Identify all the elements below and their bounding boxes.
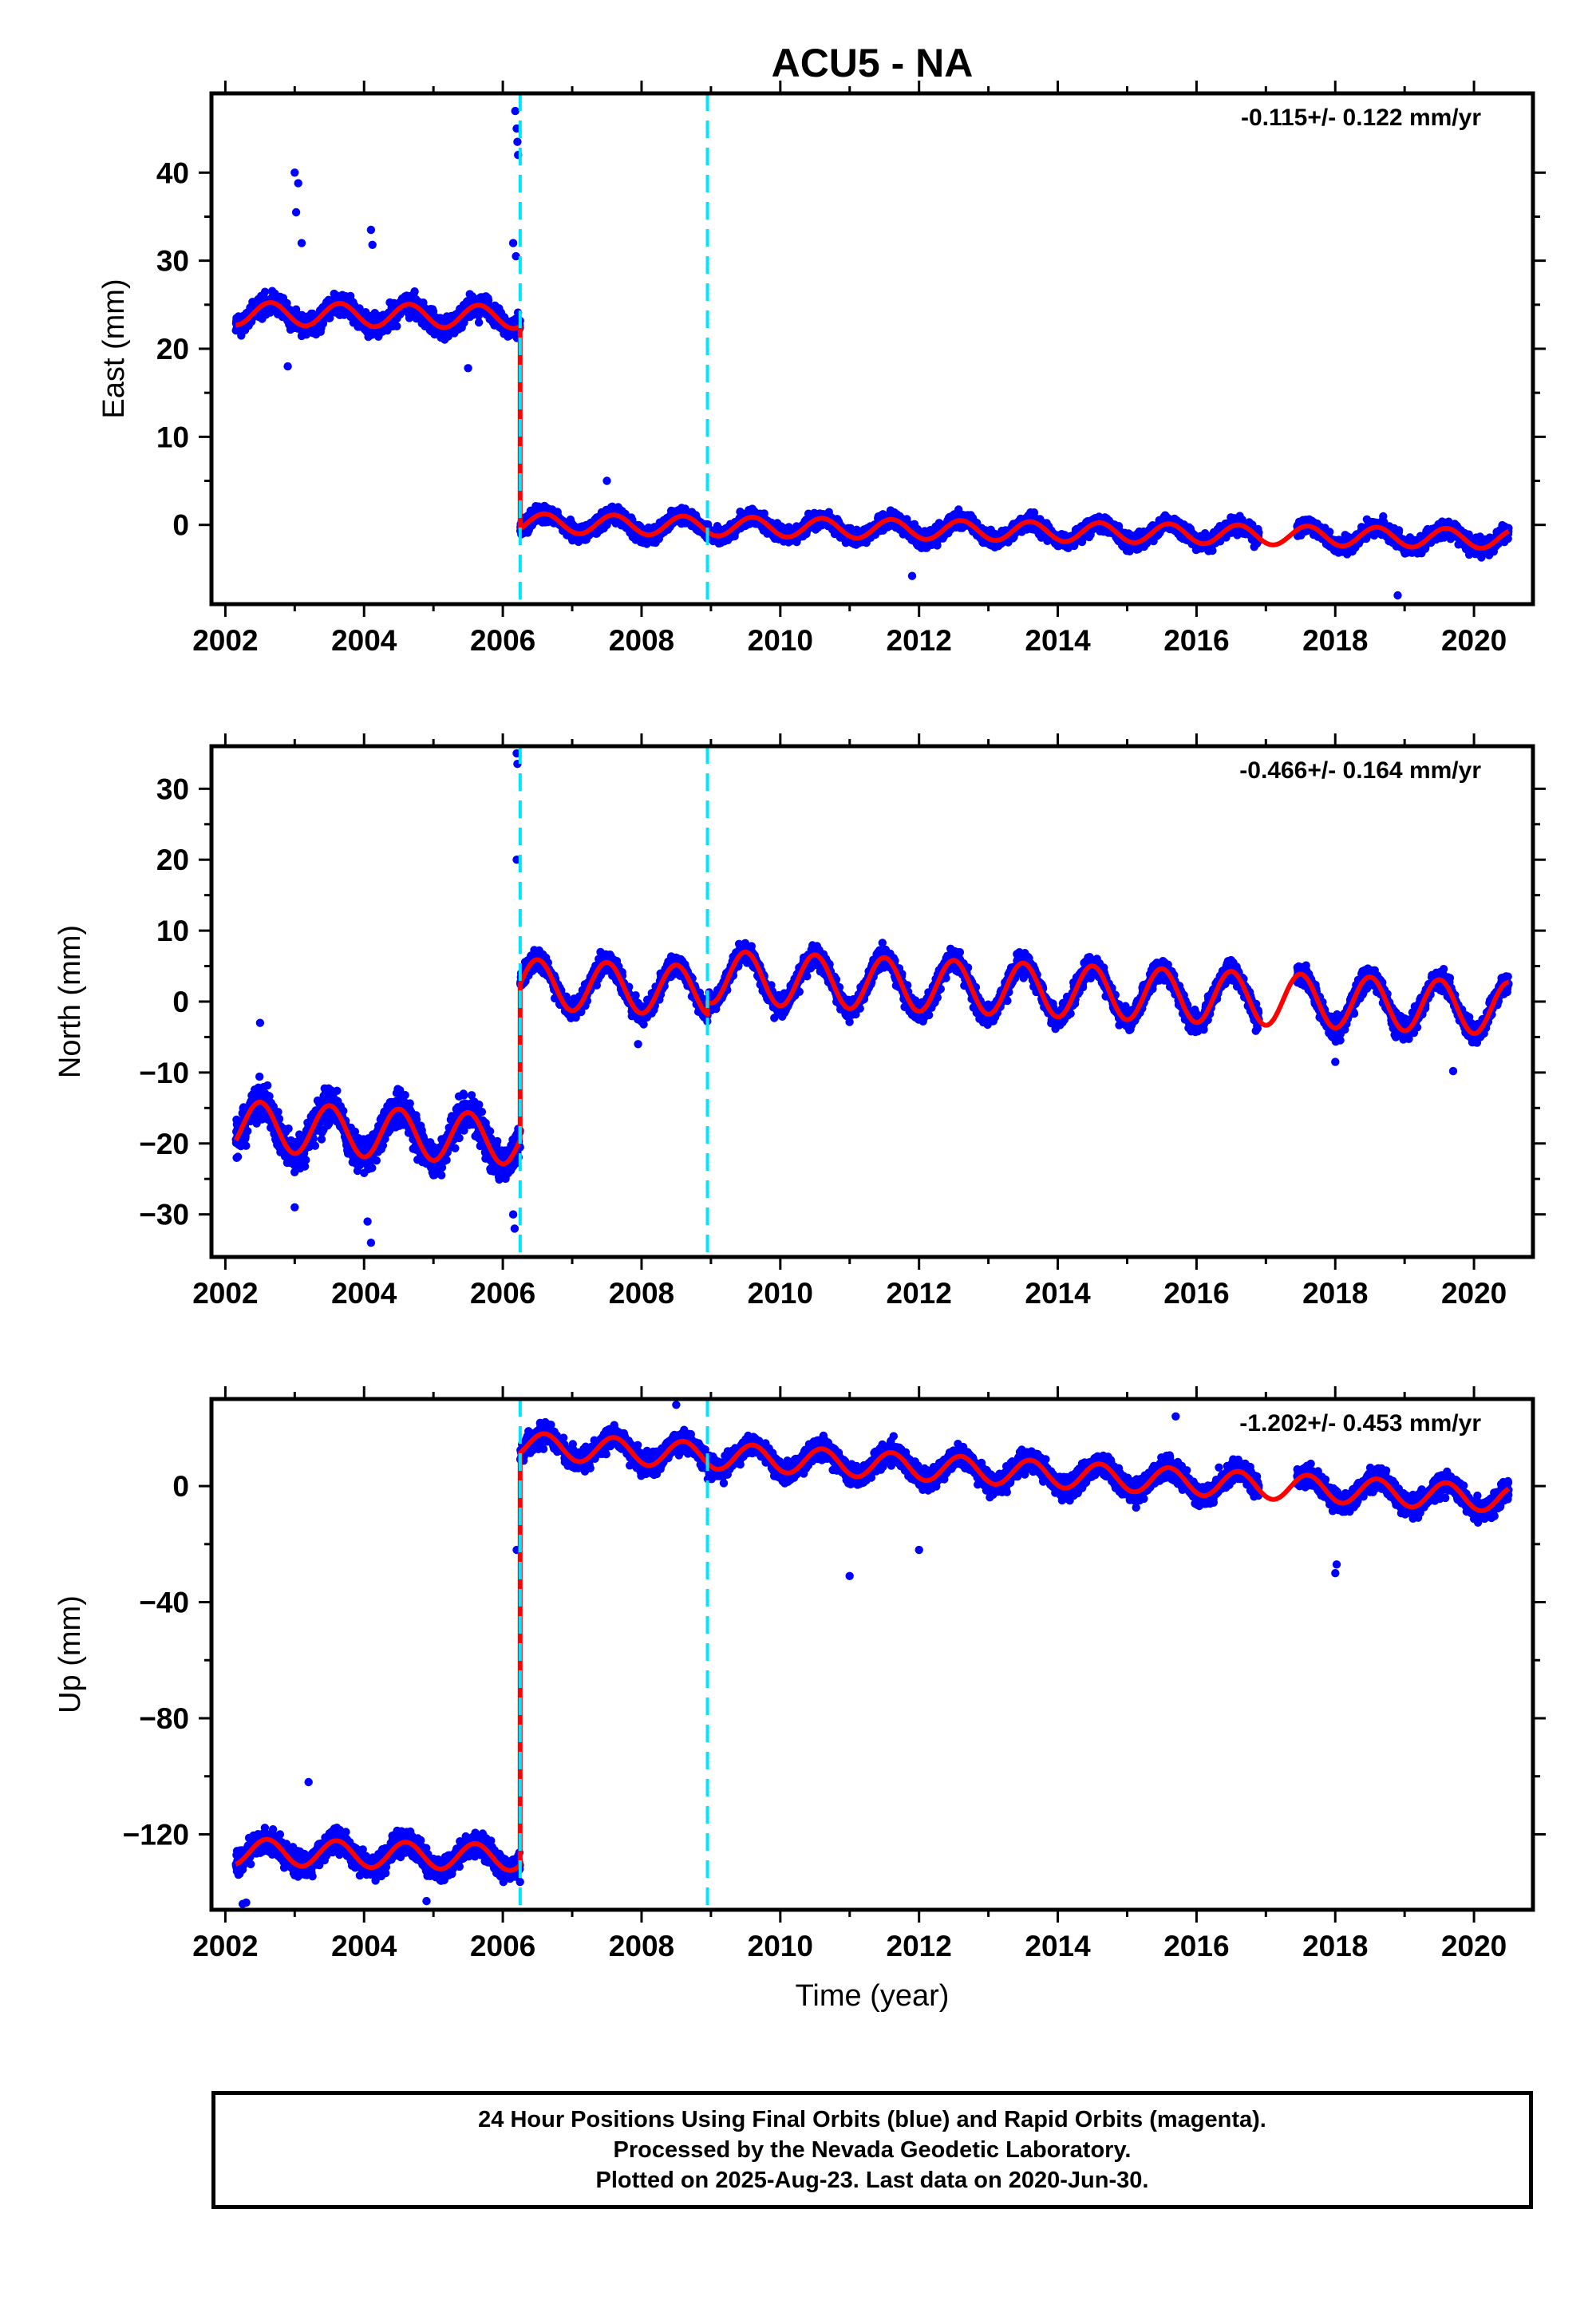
panels-group: 2002 2004 2006 2008 2010 2012 2014 2016 2018 2020… <box>53 81 1546 1962</box>
data-points-east <box>231 106 1513 600</box>
data-point <box>474 318 484 327</box>
data-point <box>318 319 328 328</box>
panel-east: 2002 2004 2006 2008 2010 2012 2014 2016 2018 2020… <box>97 81 1546 657</box>
figure-title: ACU5 - NA <box>772 41 974 85</box>
data-point <box>410 287 419 296</box>
plot-area-east <box>231 106 1513 600</box>
data-point <box>260 287 270 296</box>
data-point <box>393 322 401 330</box>
